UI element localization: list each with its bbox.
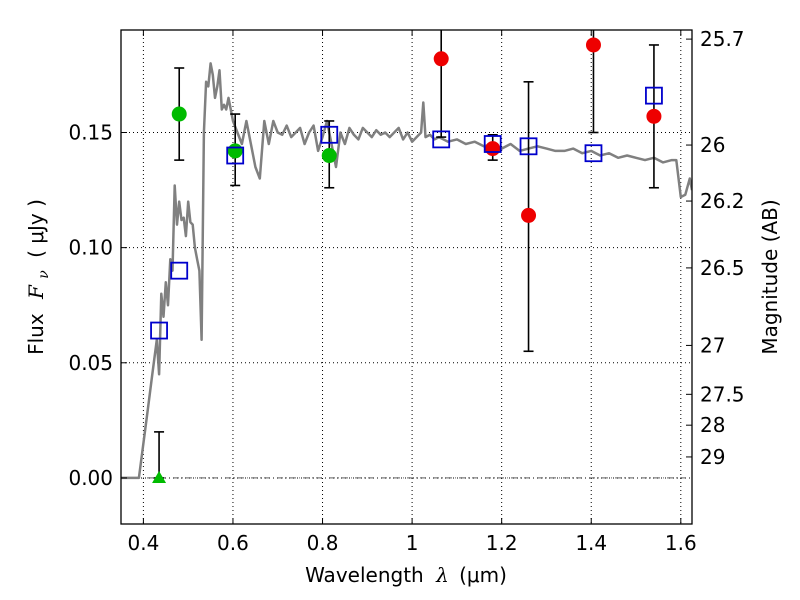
- y-axis: 0.00 0.05 0.10 0.15: [68, 120, 127, 490]
- y-tick-label: 0.05: [68, 351, 113, 375]
- series-layer: [121, 62, 692, 480]
- observed-detections-point: [321, 148, 337, 164]
- model-spectrum-line: [121, 62, 692, 480]
- model-photometry-point: [226, 146, 245, 165]
- y2-tick-label: 26: [700, 133, 725, 157]
- x-axis-label: Wavelength λ (μm): [305, 563, 507, 587]
- x-tick-label: 1.6: [665, 531, 697, 555]
- observed-detections-point: [227, 143, 243, 159]
- plot-area: [121, 30, 692, 524]
- x-tick-label: 1.2: [486, 531, 518, 555]
- x-tick-label: 1: [406, 531, 419, 555]
- observed-red-point: [646, 108, 662, 124]
- x-tick-label: 0.4: [127, 531, 159, 555]
- model-photometry-point: [150, 321, 168, 340]
- y-axis-label: Flux F ν ( μJy ): [24, 199, 53, 355]
- x-tick-label: 0.6: [217, 531, 249, 555]
- y2-tick-label: 28: [700, 413, 725, 437]
- y2-tick-label: 26.5: [700, 256, 745, 280]
- y2-tick-label: 27.5: [700, 382, 745, 406]
- y2-tick-label: 29: [700, 445, 725, 469]
- model-photometry-point: [519, 137, 538, 156]
- model-photometry-point: [320, 125, 339, 144]
- markers: [150, 37, 663, 483]
- x-tick-label: 1.4: [575, 531, 607, 555]
- y-tick-label: 0.15: [68, 120, 113, 144]
- x-axis: 0.4 0.6 0.8 1 1.2 1.4 1.6: [127, 30, 697, 555]
- model-photometry-point: [170, 261, 189, 280]
- observed-red-point: [433, 51, 449, 67]
- y2-tick-label: 26.2: [700, 189, 745, 213]
- observed-red-point: [485, 141, 501, 157]
- observed-upper-limit-point: [152, 470, 167, 483]
- model-photometry-point: [645, 86, 663, 105]
- y2-axis: 25.7 26 26.2 26.5 27 27.5 28 29: [686, 27, 745, 469]
- y-tick-label: 0.10: [68, 236, 113, 260]
- observed-red-point: [585, 37, 601, 53]
- model-photometry-point: [432, 130, 451, 149]
- y2-axis-label: Magnitude (AB): [758, 199, 782, 354]
- observed-detections-point: [171, 106, 187, 122]
- y2-tick-label: 25.7: [700, 27, 745, 51]
- model-photometry-point: [483, 135, 502, 153]
- plot-frame: [120, 29, 693, 525]
- x-tick-label: 0.8: [307, 531, 339, 555]
- y-tick-label: 0.00: [68, 466, 113, 490]
- y2-tick-label: 27: [700, 333, 725, 357]
- model-photometry-point: [584, 144, 603, 163]
- observed-red-point: [521, 207, 537, 223]
